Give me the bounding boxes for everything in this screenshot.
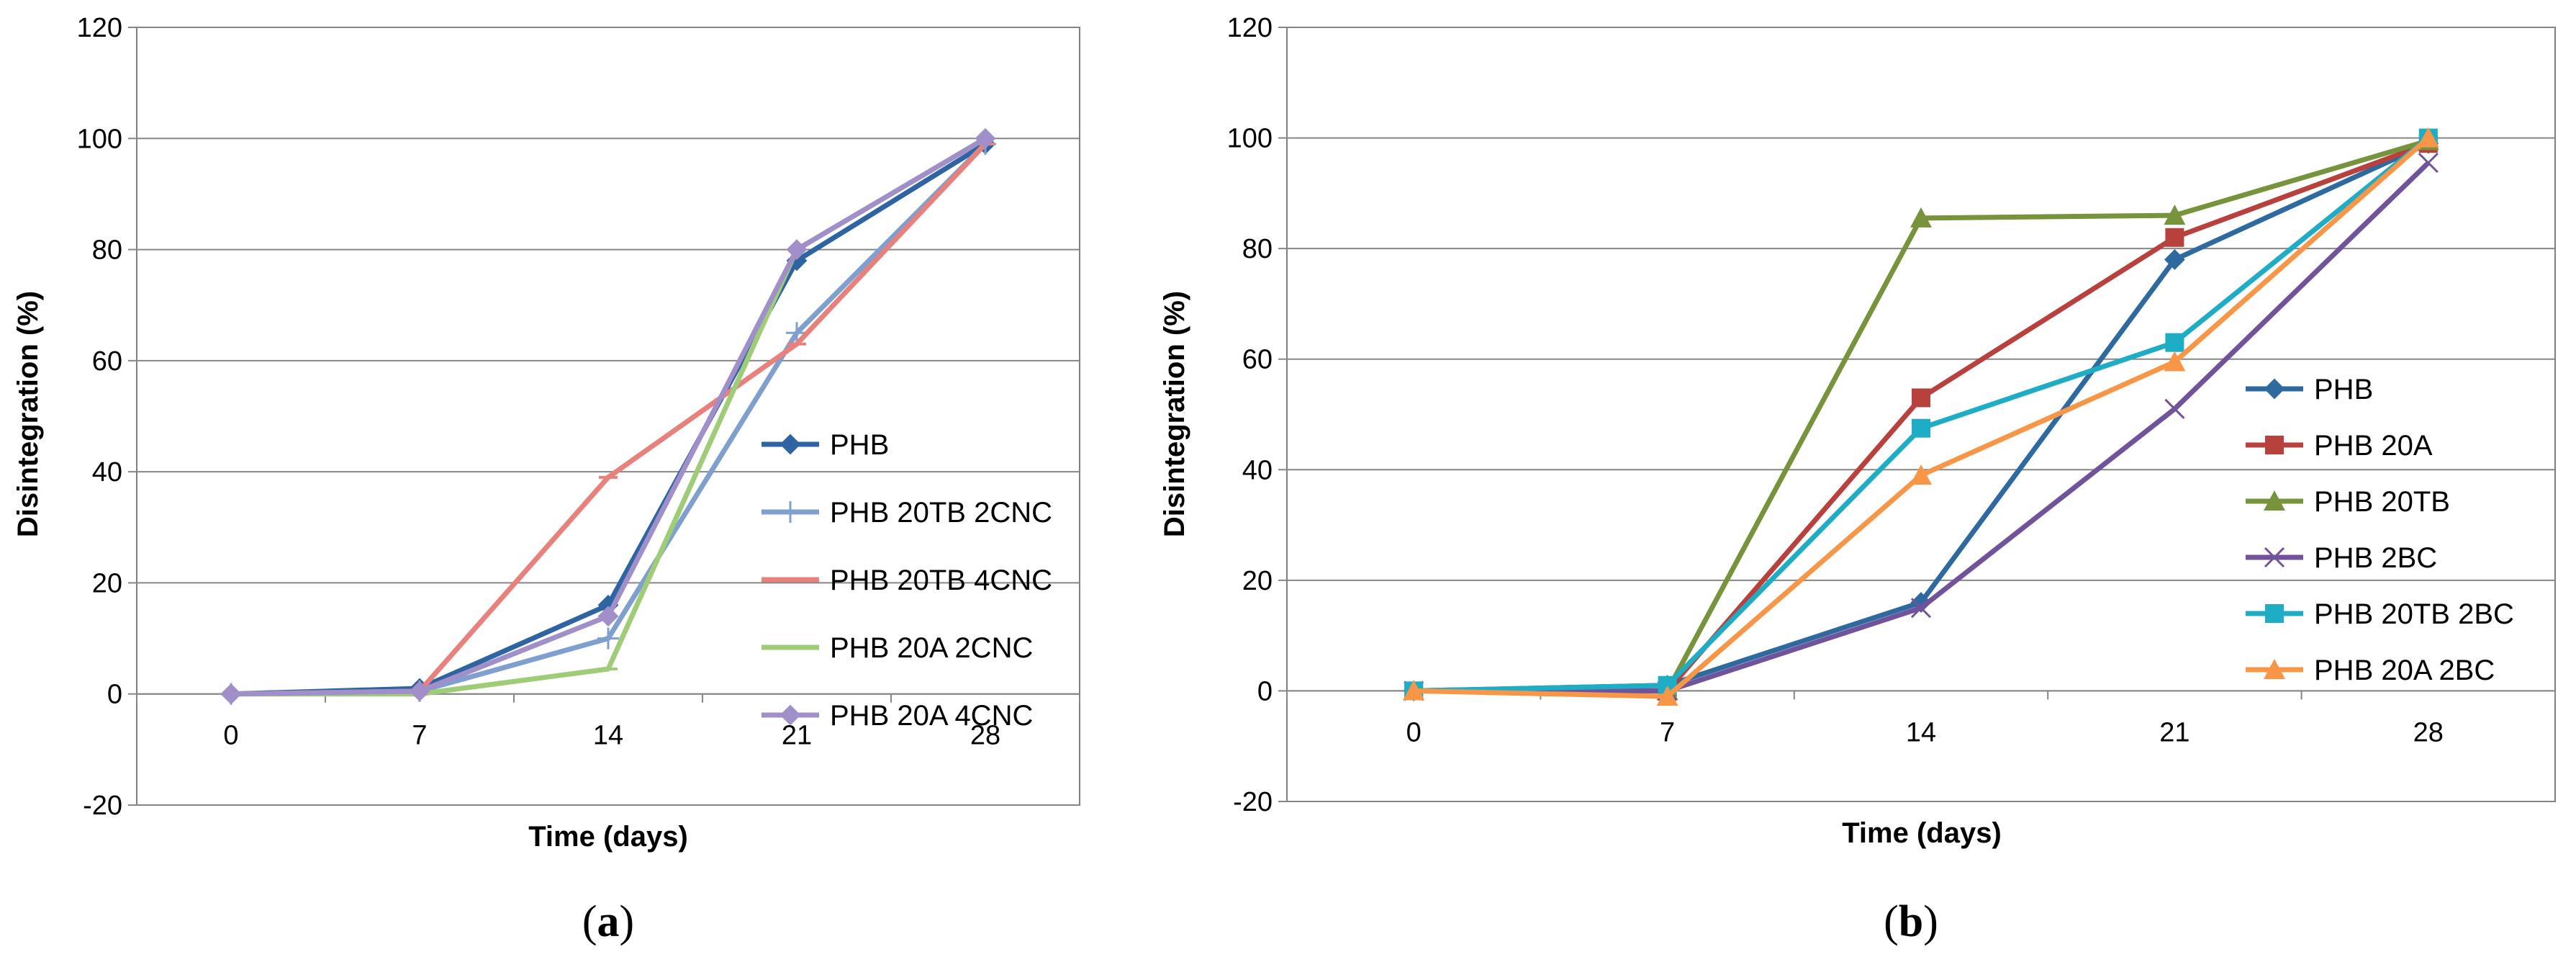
x-tick-label: 7 [412,721,427,751]
data-point [2165,333,2184,352]
x-tick-label: 28 [970,721,1000,751]
legend-label: PHB 20A [2314,430,2433,462]
data-point [2164,351,2186,372]
x-tick-label: 28 [2413,717,2444,747]
legend-item: PHB 2BC [2246,542,2437,574]
y-tick-label: 40 [92,457,122,488]
x-axis-title-a: Time (days) [528,821,688,853]
legend-item: PHB 20A 2CNC [761,632,1033,664]
legend: PHB PHB 20A PHB 20TB PHB 2BC PHB 20TB 2BC PHB… [2246,374,2514,686]
data-point [975,127,996,149]
data-point [409,680,430,702]
y-tick-label: 0 [107,680,122,710]
x-tick-label: 7 [1660,717,1675,747]
data-point [2417,127,2439,148]
legend-label: PHB 20TB 2BC [2314,598,2514,630]
x-tick-label: 0 [223,721,238,751]
data-point [1912,418,1930,438]
x-tick-label: 14 [1906,717,1936,747]
legend-label: PHB 20TB [2314,486,2450,518]
legend-item: PHB [761,429,889,461]
legend-label: PHB 20A 2BC [2314,655,2495,686]
y-tick-label: 0 [1257,676,1273,706]
legend-marker [2264,547,2285,568]
y-tick-label: -20 [1233,787,1273,817]
legend-marker [779,704,801,726]
legend-marker [2265,604,2284,623]
data-point [2418,153,2439,174]
data-point [2165,228,2184,247]
data-point [597,627,619,650]
legend-item: PHB 20A [2246,430,2433,462]
y-tick-label: 60 [1242,345,1273,375]
data-point [1912,388,1930,408]
data-point [1403,680,1425,701]
data-point [1910,464,1932,485]
y-axis-title-a: Disintegration (%) [12,291,44,537]
legend-item: PHB [2246,374,2373,405]
x-tick-label: 14 [593,721,623,751]
legend-label: PHB 20TB 4CNC [830,565,1052,596]
y-tick-label: 120 [1227,13,1273,43]
legend-item: PHB 20TB 4CNC [761,565,1052,596]
y-tick-label: 120 [77,13,122,43]
legend-marker [779,501,801,523]
data-point [220,683,242,705]
legend-item: PHB 20A 2BC [2246,655,2495,686]
data-point [2164,398,2185,419]
data-point [2164,205,2186,225]
data-point [1910,598,1932,619]
legend-marker [779,433,801,455]
plot-area [1286,27,2556,802]
y-tick-label: 20 [92,568,122,598]
y-tick-label: 40 [1242,455,1273,485]
y-tick-label: 100 [77,124,122,154]
x-tick-label: 21 [782,721,812,751]
y-tick-label: 80 [1242,234,1273,264]
data-point [2164,249,2185,270]
y-tick-label: 20 [1242,566,1273,596]
legend-label: PHB [830,429,889,461]
data-point [786,239,808,260]
legend: PHB PHB 20TB 2CNC PHB 20TB 4CNC PHB 20A 2CN… [761,429,1052,732]
legend-label: PHB 2BC [2314,542,2437,574]
chart-a: -20 0 20 40 60 80 100 120 0 7 14 21 28 PHB PHB 20TB 2… [12,13,1080,946]
legend-item: PHB 20TB [2246,486,2450,518]
chart-panel-b: -20 0 20 40 60 80 100 120 0 7 14 21 28 PHB PHB 20A PHB… [1159,0,2576,957]
legend-marker [2264,378,2285,400]
legend-label: PHB 20A 4CNC [830,700,1033,732]
legend-label: PHB 20A 2CNC [830,632,1033,664]
legend-marker [2264,659,2285,679]
y-tick-label: 100 [1227,124,1273,154]
legend-item: PHB 20TB 2BC [2246,598,2514,630]
legend-marker [2264,490,2285,511]
legend-item: PHB 20A 4CNC [761,700,1033,732]
data-point [1656,686,1678,706]
plot-area [136,27,1080,806]
y-tick-label: 60 [92,346,122,377]
y-axis-title-b: Disintegration (%) [1159,291,1190,537]
caption-b: (b) [1884,897,1938,946]
data-point [1910,207,1932,228]
legend-marker [2265,436,2284,454]
caption-a: (a) [582,897,634,946]
x-tick-label: 21 [2159,717,2189,747]
y-tick-label: 80 [92,235,122,266]
x-tick-label: 0 [1406,717,1422,747]
data-point [597,606,619,627]
x-axis-title-b: Time (days) [1842,817,2002,849]
y-tick-label: -20 [83,791,122,821]
legend-label: PHB 20TB 2CNC [830,497,1052,529]
chart-panel-a: -20 0 20 40 60 80 100 120 0 7 14 21 28 PHB PHB 20TB 2… [0,0,1123,957]
legend-item: PHB 20TB 2CNC [761,497,1052,529]
legend-label: PHB [2314,374,2373,405]
